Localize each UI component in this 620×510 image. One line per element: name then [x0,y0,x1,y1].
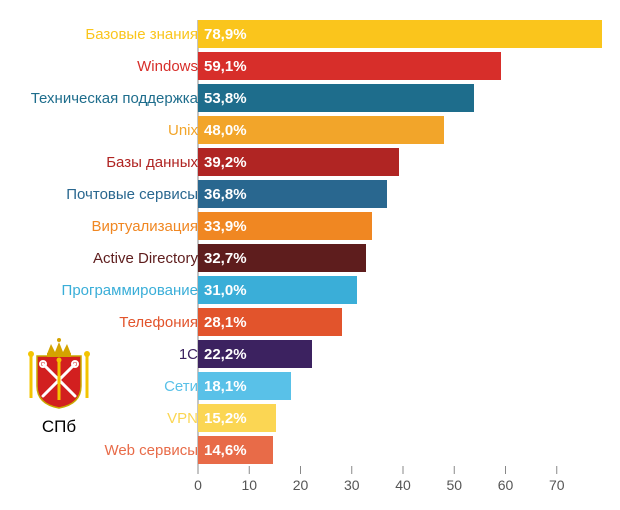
x-tick-label: 50 [446,477,462,493]
bar: 28,1% [198,308,342,336]
bar: 39,2% [198,148,399,176]
value-label: 48,0% [198,116,247,144]
x-tick-label: 60 [498,477,514,493]
category-label: VPN [167,411,198,426]
bar: 48,0% [198,116,444,144]
value-label: 53,8% [198,84,247,112]
bar: 53,8% [198,84,474,112]
value-label: 28,1% [198,308,247,336]
value-label: 31,0% [198,276,247,304]
value-label: 59,1% [198,52,247,80]
category-label: Web сервисы [104,443,198,458]
bar: 31,0% [198,276,357,304]
category-label: Почтовые сервисы [66,187,198,202]
category-label: 1C [179,347,198,362]
category-label: Unix [168,123,198,138]
category-label: Active Directory [93,251,198,266]
bar-row: Windows59,1% [0,52,610,80]
category-label: Сети [164,379,198,394]
value-label: 14,6% [198,436,247,464]
x-tick-label: 70 [549,477,565,493]
bar: 14,6% [198,436,273,464]
bar: 32,7% [198,244,366,272]
x-tick-label: 40 [395,477,411,493]
category-label: Базы данных [106,155,198,170]
x-tick-label: 30 [344,477,360,493]
category-label: Виртуализация [91,219,198,234]
bar: 78,9% [198,20,602,48]
value-label: 18,1% [198,372,247,400]
coat-of-arms-icon [27,338,91,410]
bar: 22,2% [198,340,312,368]
bar: 33,9% [198,212,372,240]
bar-row: Программирование31,0% [0,276,610,304]
value-label: 33,9% [198,212,247,240]
bar-row: Телефония28,1% [0,308,610,336]
bar-row: Active Directory32,7% [0,244,610,272]
bar-row: Web сервисы14,6% [0,436,610,464]
category-label: Программирование [62,283,198,298]
bar-row: Техническая поддержка53,8% [0,84,610,112]
bar-row: Почтовые сервисы36,8% [0,180,610,208]
bar: 15,2% [198,404,276,432]
value-label: 78,9% [198,20,247,48]
x-tick-label: 10 [241,477,257,493]
bar-row: Базы данных39,2% [0,148,610,176]
category-label: Базовые знания [85,27,198,42]
value-label: 39,2% [198,148,247,176]
value-label: 15,2% [198,404,247,432]
x-tick-label: 0 [194,477,202,493]
bar: 36,8% [198,180,387,208]
value-label: 32,7% [198,244,247,272]
bar-row: Unix48,0% [0,116,610,144]
bar-row: Базовые знания78,9% [0,20,610,48]
category-label: Телефония [119,315,198,330]
region-badge: СПб [20,338,98,437]
region-caption: СПб [20,417,98,437]
bar-row: Виртуализация33,9% [0,212,610,240]
value-label: 36,8% [198,180,247,208]
x-tick-label: 20 [293,477,309,493]
bar: 59,1% [198,52,501,80]
category-label: Windows [137,59,198,74]
value-label: 22,2% [198,340,247,368]
bar: 18,1% [198,372,291,400]
category-label: Техническая поддержка [31,91,198,106]
